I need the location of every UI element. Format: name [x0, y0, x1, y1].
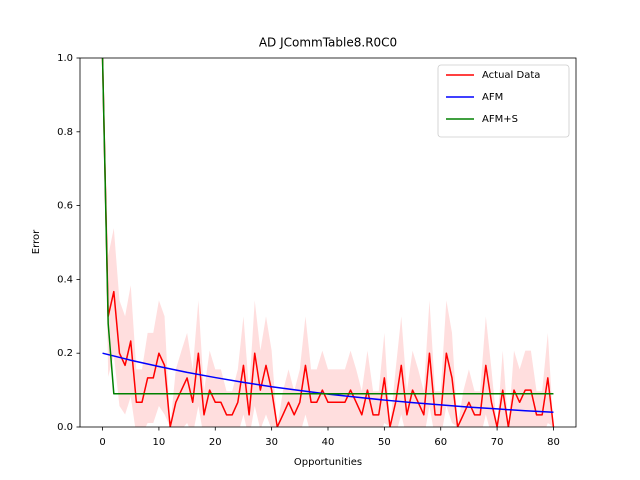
y-tick-label: 0.6: [57, 201, 73, 212]
plot-area: [101, 58, 555, 427]
y-tick-label: 0.4: [57, 274, 73, 285]
x-tick-label: 70: [491, 437, 504, 448]
x-tick-label: 30: [265, 437, 278, 448]
x-tick-label: 60: [434, 437, 447, 448]
y-tick-label: 0.8: [57, 127, 73, 138]
x-tick-label: 10: [153, 437, 166, 448]
y-tick-label: 0.2: [57, 348, 73, 359]
x-tick-label: 80: [547, 437, 560, 448]
series-line: [101, 58, 555, 427]
x-tick-label: 50: [378, 437, 391, 448]
chart-title: AD JCommTable8.R0C0: [259, 36, 397, 50]
x-tick-label: 0: [99, 437, 105, 448]
legend-label: Actual Data: [482, 70, 540, 81]
y-tick-label: 1.0: [57, 53, 73, 64]
x-axis-label: Opportunities: [294, 457, 362, 468]
x-tick-label: 40: [322, 437, 335, 448]
x-tick-label: 20: [209, 437, 222, 448]
confidence-band: [102, 58, 554, 427]
y-axis-label: Error: [31, 229, 42, 254]
series-line: [101, 58, 554, 395]
legend-label: AFM: [482, 92, 503, 103]
legend-label: AFM+S: [482, 114, 518, 125]
y-tick-label: 0.0: [57, 422, 73, 433]
